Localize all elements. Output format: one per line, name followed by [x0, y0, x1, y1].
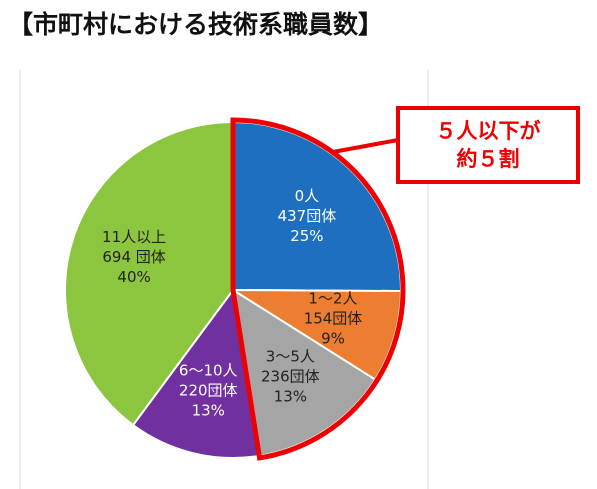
slice-percent-label: 13% — [192, 402, 225, 420]
annotation-box — [396, 106, 580, 184]
slice-percent-label: 9% — [321, 330, 345, 348]
slice-percent-label: 40% — [117, 268, 150, 286]
slice-category: 1～2人 — [308, 290, 357, 308]
chart-title: 【市町村における技術系職員数】 — [8, 10, 383, 39]
pie — [64, 117, 406, 461]
slice-value-label: 154団体 — [304, 310, 363, 328]
slice-percent-label: 13% — [274, 387, 307, 405]
pie-slice — [131, 287, 261, 459]
slice-category: 11人以上 — [102, 228, 166, 246]
highlight-outline — [230, 117, 406, 461]
slice-value-label: 694 団体 — [102, 248, 165, 266]
slice-value-label: 220団体 — [179, 382, 238, 400]
slice-category: 6～10人 — [179, 362, 238, 380]
pie-slice — [64, 120, 234, 427]
slice-percent-label: 25% — [290, 227, 323, 245]
annotation-pointer — [332, 138, 399, 154]
slice-category: 3～5人 — [266, 347, 315, 365]
slice-value-label: 236団体 — [261, 367, 320, 385]
slice-value-label: 437団体 — [278, 207, 337, 225]
slice-category: 0人 — [295, 187, 320, 205]
annotation-text: 約５割 — [457, 147, 520, 171]
annotation-text: ５人以下が — [436, 119, 541, 143]
